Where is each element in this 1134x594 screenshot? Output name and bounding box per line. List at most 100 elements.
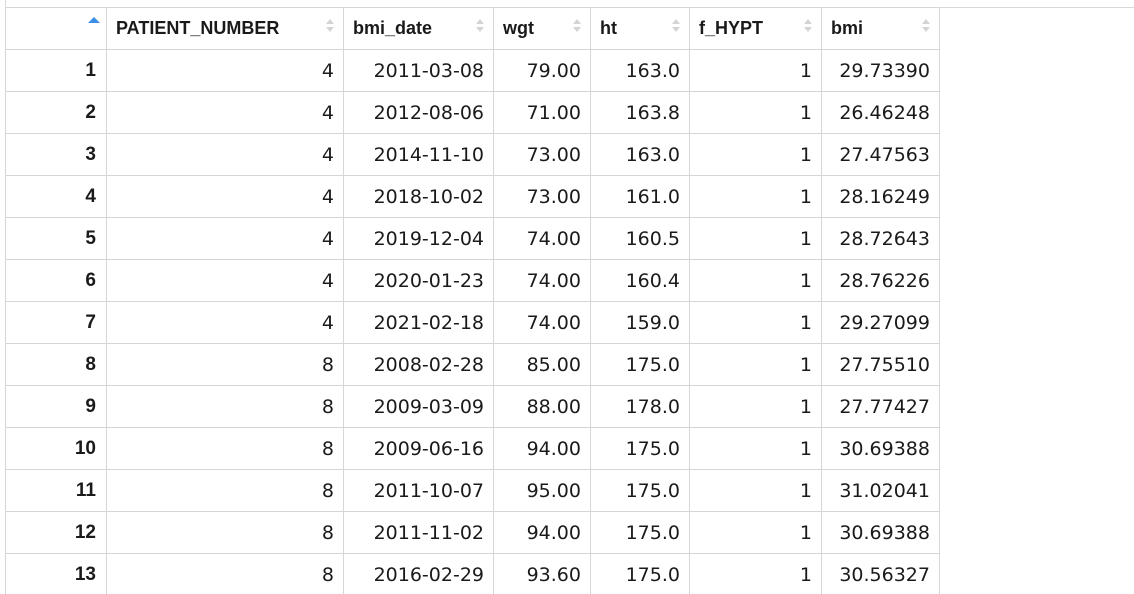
cell-ht: 175.0 [590,553,690,594]
cell-ht: 175.0 [590,343,690,386]
cell-f-hypt: 1 [689,301,822,344]
cell-wgt: 74.00 [493,301,591,344]
cell-bmi: 28.16249 [821,175,940,218]
cell-ht: 178.0 [590,385,690,428]
column-header-label: wgt [503,18,534,38]
cell-f-hypt: 1 [689,553,822,594]
column-header-label: ht [600,18,617,38]
row-number: 1 [5,49,107,92]
cell-f-hypt: 1 [689,469,822,512]
cell-wgt: 73.00 [493,175,591,218]
cell-f-hypt: 1 [689,175,822,218]
cell-wgt: 74.00 [493,217,591,260]
table-row: 7 4 2021-02-18 74.00 159.0 1 29.27099 [5,301,940,344]
column-header-ht[interactable]: ht [590,7,690,50]
header-row: PATIENT_NUMBER bmi_date wgt ht f_HYPT [5,7,940,50]
cell-bmi: 27.77427 [821,385,940,428]
cell-bmi: 29.73390 [821,49,940,92]
cell-bmi: 28.72643 [821,217,940,260]
cell-wgt: 93.60 [493,553,591,594]
row-number: 8 [5,343,107,386]
cell-bmi-date: 2011-11-02 [343,511,494,554]
cell-patient-number: 8 [106,553,344,594]
column-header-patient-number[interactable]: PATIENT_NUMBER [106,7,344,50]
cell-wgt: 95.00 [493,469,591,512]
cell-bmi-date: 2008-02-28 [343,343,494,386]
column-header-bmi[interactable]: bmi [821,7,940,50]
sort-icon[interactable] [804,17,812,37]
cell-bmi-date: 2009-03-09 [343,385,494,428]
cell-f-hypt: 1 [689,49,822,92]
cell-bmi-date: 2016-02-29 [343,553,494,594]
row-number: 4 [5,175,107,218]
cell-bmi: 30.56327 [821,553,940,594]
cell-wgt: 71.00 [493,91,591,134]
cell-wgt: 94.00 [493,427,591,470]
cell-bmi-date: 2012-08-06 [343,91,494,134]
cell-bmi: 28.76226 [821,259,940,302]
data-table: PATIENT_NUMBER bmi_date wgt ht f_HYPT [5,7,940,594]
cell-patient-number: 8 [106,469,344,512]
row-number: 13 [5,553,107,594]
cell-ht: 175.0 [590,427,690,470]
cell-f-hypt: 1 [689,511,822,554]
row-number: 2 [5,91,107,134]
cell-patient-number: 8 [106,511,344,554]
cell-patient-number: 8 [106,385,344,428]
column-header-bmi-date[interactable]: bmi_date [343,7,494,50]
column-header-wgt[interactable]: wgt [493,7,591,50]
table-row: 10 8 2009-06-16 94.00 175.0 1 30.69388 [5,427,940,470]
cell-ht: 175.0 [590,511,690,554]
table-row: 3 4 2014-11-10 73.00 163.0 1 27.47563 [5,133,940,176]
row-number: 9 [5,385,107,428]
row-number-header[interactable] [5,7,107,50]
column-header-label: bmi_date [353,18,433,38]
cell-f-hypt: 1 [689,91,822,134]
cell-bmi: 30.69388 [821,427,940,470]
column-header-label: f_HYPT [699,18,764,38]
cell-bmi-date: 2011-03-08 [343,49,494,92]
sort-ascending-icon[interactable] [88,17,100,23]
cell-patient-number: 4 [106,259,344,302]
cell-bmi-date: 2009-06-16 [343,427,494,470]
cell-wgt: 74.00 [493,259,591,302]
cell-bmi: 27.75510 [821,343,940,386]
sort-icon[interactable] [672,17,680,37]
cell-ht: 163.8 [590,91,690,134]
table-row: 2 4 2012-08-06 71.00 163.8 1 26.46248 [5,91,940,134]
cell-bmi: 27.47563 [821,133,940,176]
cell-bmi-date: 2021-02-18 [343,301,494,344]
table-row: 4 4 2018-10-02 73.00 161.0 1 28.16249 [5,175,940,218]
cell-wgt: 79.00 [493,49,591,92]
cell-ht: 161.0 [590,175,690,218]
sort-icon[interactable] [922,17,930,37]
cell-ht: 160.4 [590,259,690,302]
cell-f-hypt: 1 [689,133,822,176]
cell-patient-number: 8 [106,427,344,470]
sort-icon[interactable] [573,17,581,37]
cell-patient-number: 8 [106,343,344,386]
column-header-label: bmi [831,18,864,38]
column-header-label: PATIENT_NUMBER [116,18,280,38]
row-number: 5 [5,217,107,260]
table-row: 13 8 2016-02-29 93.60 175.0 1 30.56327 [5,553,940,594]
cell-patient-number: 4 [106,217,344,260]
cell-f-hypt: 1 [689,217,822,260]
cell-bmi-date: 2011-10-07 [343,469,494,512]
row-number: 10 [5,427,107,470]
cell-patient-number: 4 [106,91,344,134]
cell-f-hypt: 1 [689,385,822,428]
cell-patient-number: 4 [106,301,344,344]
sort-icon[interactable] [476,17,484,37]
row-number: 12 [5,511,107,554]
cell-wgt: 73.00 [493,133,591,176]
cell-patient-number: 4 [106,49,344,92]
table-row: 8 8 2008-02-28 85.00 175.0 1 27.75510 [5,343,940,386]
column-header-f-hypt[interactable]: f_HYPT [689,7,822,50]
cell-bmi-date: 2014-11-10 [343,133,494,176]
row-number: 3 [5,133,107,176]
cell-wgt: 94.00 [493,511,591,554]
cell-f-hypt: 1 [689,427,822,470]
sort-icon[interactable] [326,17,334,37]
